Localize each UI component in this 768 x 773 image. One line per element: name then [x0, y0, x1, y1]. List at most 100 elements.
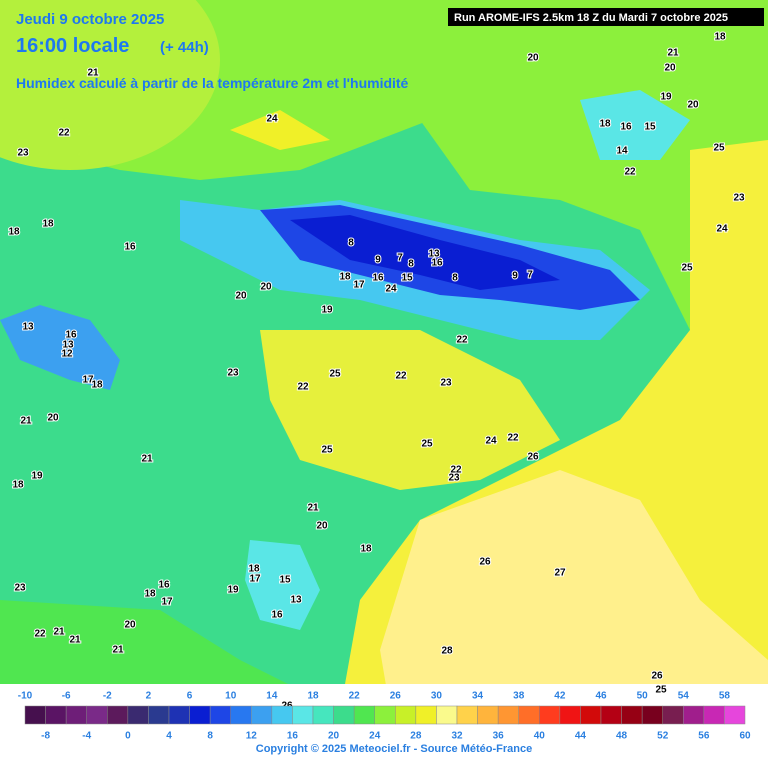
- map-label: 13: [22, 322, 34, 333]
- color-swatch: [415, 705, 437, 725]
- map-label: 18: [8, 227, 20, 238]
- map-label: 16: [65, 330, 77, 341]
- map-label: 21: [20, 416, 32, 427]
- map-label: 20: [527, 53, 539, 64]
- colorbar-label: -2: [103, 691, 112, 702]
- color-swatch: [518, 705, 540, 725]
- colorbar-label: 50: [637, 691, 649, 702]
- region: [230, 110, 330, 150]
- map-label: 22: [507, 433, 519, 444]
- map-label: 16: [158, 580, 170, 591]
- color-swatch: [580, 705, 602, 725]
- copyright: Copyright © 2025 Meteociel.fr - Source M…: [256, 743, 532, 755]
- color-swatch: [662, 705, 684, 725]
- map-label: 19: [321, 305, 333, 316]
- map-label: 21: [141, 454, 153, 465]
- map-label: 22: [456, 335, 468, 346]
- region: [245, 540, 320, 630]
- map-label: 24: [485, 436, 497, 447]
- color-swatch: [312, 705, 334, 725]
- map-label: 7: [527, 270, 533, 281]
- color-swatch: [497, 705, 519, 725]
- map-label: 21: [69, 635, 81, 646]
- map-label: 8: [408, 259, 414, 270]
- colorbar-label: 8: [207, 731, 213, 742]
- region: [260, 330, 560, 490]
- map-label: 25: [713, 143, 725, 154]
- date: Jeudi 9 octobre 2025: [16, 11, 164, 28]
- map-label: 24: [266, 114, 278, 125]
- colorbar-label: 58: [719, 691, 731, 702]
- colorbar-label: 40: [534, 731, 546, 742]
- map-label: 23: [227, 368, 239, 379]
- map-label: 20: [664, 63, 676, 74]
- color-swatch: [395, 705, 417, 725]
- map-label: 22: [34, 629, 46, 640]
- color-swatch: [539, 705, 561, 725]
- map-label: 16: [124, 242, 136, 253]
- map-label: 21: [112, 645, 124, 656]
- map-label: 8: [348, 238, 354, 249]
- map-label: 7: [397, 253, 403, 264]
- color-swatch: [127, 705, 149, 725]
- map-label: 19: [31, 471, 43, 482]
- map-label: 21: [667, 48, 679, 59]
- color-swatch: [271, 705, 293, 725]
- color-swatch: [333, 705, 355, 725]
- map-label: 25: [681, 263, 693, 274]
- colorbar-label: -4: [82, 731, 91, 742]
- map-label: 18: [144, 589, 156, 600]
- color-swatch: [374, 705, 396, 725]
- map-label: 21: [307, 503, 319, 514]
- colorbar-label: 52: [657, 731, 669, 742]
- colorbar-label: 44: [575, 731, 587, 742]
- color-swatch: [24, 705, 46, 725]
- map-label: 15: [401, 273, 413, 284]
- time: 16:00 locale: [16, 35, 129, 57]
- color-swatch: [107, 705, 129, 725]
- map-label: 16: [620, 122, 632, 133]
- map-label: 18: [91, 380, 103, 391]
- color-swatch: [600, 705, 622, 725]
- map-label: 24: [716, 224, 728, 235]
- map-label: 19: [660, 92, 672, 103]
- region: [290, 215, 560, 290]
- color-swatch: [353, 705, 375, 725]
- map-label: 15: [644, 122, 656, 133]
- map-label: 16: [431, 258, 443, 269]
- map-label: 18: [339, 272, 351, 283]
- color-swatch: [292, 705, 314, 725]
- map-label: 20: [316, 521, 328, 532]
- map-label: 25: [421, 439, 433, 450]
- map-label: 25: [655, 685, 667, 696]
- map-label: 18: [360, 544, 372, 555]
- colorbar-label: -8: [41, 731, 50, 742]
- colorbar-label: 14: [266, 691, 278, 702]
- color-swatch: [148, 705, 170, 725]
- map-label: 13: [428, 249, 440, 260]
- color-swatch: [230, 705, 252, 725]
- map-label: 18: [248, 564, 260, 575]
- colorbar-label: 54: [678, 691, 690, 702]
- map-label: 17: [82, 375, 94, 386]
- map-label: 17: [353, 280, 365, 291]
- map-label: 20: [124, 620, 136, 631]
- map-label: 13: [62, 340, 74, 351]
- colorbar-label: 4: [166, 731, 172, 742]
- color-swatch: [683, 705, 705, 725]
- map-label: 27: [554, 568, 566, 579]
- colorbar-label: 38: [513, 691, 525, 702]
- colorbar-label: 10: [225, 691, 237, 702]
- legend-panel: [0, 684, 768, 768]
- color-swatch: [436, 705, 458, 725]
- colorbar-label: 46: [595, 691, 607, 702]
- color-swatch: [641, 705, 663, 725]
- map-label: 24: [385, 284, 397, 295]
- map-label: 20: [235, 291, 247, 302]
- colorbar-label: 20: [328, 731, 340, 742]
- color-swatch: [45, 705, 67, 725]
- map-label: 19: [227, 585, 239, 596]
- map-label: 22: [395, 371, 407, 382]
